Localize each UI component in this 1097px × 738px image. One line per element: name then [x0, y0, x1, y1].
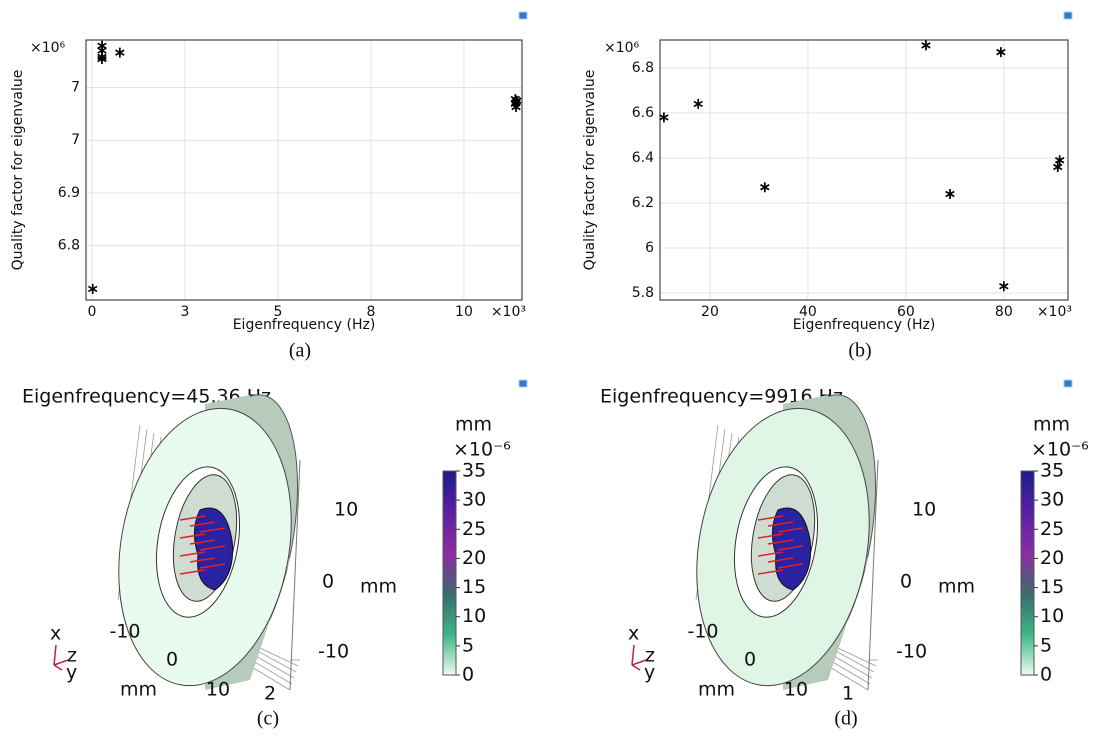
z-tick-label: 0	[322, 571, 334, 593]
x-scale-label: ×10³	[1037, 304, 1072, 320]
z-tick-label: 0	[900, 571, 912, 593]
x-tick-label: 10	[784, 679, 808, 701]
data-point	[946, 189, 955, 199]
caption: (b)	[848, 340, 871, 362]
y-tick-label: 6.2	[632, 195, 654, 211]
x-tick-label: 80	[995, 304, 1013, 320]
caption: (d)	[834, 708, 857, 730]
colorbar-tick-label: 15	[1040, 576, 1064, 598]
colorbar-tick-label: 35	[1040, 460, 1064, 482]
x-tick-label: -10	[687, 621, 718, 643]
depth-tick-label: 2	[264, 683, 276, 705]
x-tick-label: 0	[166, 649, 178, 671]
axis-unit: mm	[698, 679, 735, 701]
caption: (a)	[289, 340, 311, 362]
triad-label: x	[628, 623, 639, 645]
colorbar-tick-label: 5	[462, 634, 474, 656]
colorbar-tick-label: 10	[1040, 605, 1064, 627]
colorbar-tick-label: 30	[1040, 489, 1064, 511]
y-scale-label: ×10⁶	[30, 40, 66, 56]
y-tick-label: 6.6	[632, 105, 654, 121]
y-tick-label: 7	[71, 79, 80, 95]
box-line	[838, 648, 876, 666]
y-tick-label: 6.8	[58, 238, 80, 254]
y-tick-label: 6.4	[632, 150, 654, 166]
colorbar-tick-label: 0	[1040, 664, 1052, 686]
y-tick-label: 6.9	[58, 185, 80, 201]
colorbar-unit: mm	[1033, 414, 1070, 436]
x-tick-label: 10	[455, 304, 473, 320]
data-point	[660, 112, 669, 122]
box-line	[260, 648, 298, 666]
colorbar-tick-label: 20	[1040, 547, 1064, 569]
z-tick-label: 10	[334, 499, 358, 521]
data-point	[761, 182, 770, 192]
colorbar-tick-label: 15	[462, 576, 486, 598]
plot-frame	[86, 40, 522, 300]
data-point	[1055, 155, 1064, 165]
x-tick-label: 20	[701, 304, 719, 320]
x-axis-label: Eigenfrequency (Hz)	[233, 317, 376, 333]
x-tick-label: 0	[744, 649, 756, 671]
y-scale-label: ×10⁶	[604, 40, 640, 56]
plot-frame	[660, 40, 1068, 300]
x-scale-label: ×10³	[491, 304, 526, 320]
x-tick-label: 0	[87, 304, 96, 320]
colorbar-tick-label: 5	[1040, 634, 1052, 656]
z-tick-label: -10	[318, 641, 349, 663]
colorbar	[443, 471, 456, 675]
y-tick-label: 5.8	[632, 285, 654, 301]
colorbar-tick-label: 35	[462, 460, 486, 482]
data-point	[694, 99, 703, 109]
y-tick-label: 6.8	[632, 60, 654, 76]
caption: (c)	[257, 708, 279, 730]
figure: 0358106.86.977Eigenfrequency (Hz)×10³×10…	[0, 0, 1097, 738]
data-point	[88, 284, 97, 294]
colorbar-tick-label: 0	[462, 664, 474, 686]
x-axis-label: Eigenfrequency (Hz)	[793, 317, 936, 333]
data-point	[116, 48, 125, 58]
y-tick-label: 6	[645, 240, 654, 256]
triad-label: y	[644, 662, 655, 684]
z-tick-label: -10	[896, 641, 927, 663]
triad-label: y	[66, 662, 77, 684]
colorbar-tick-label: 25	[1040, 518, 1064, 540]
data-point	[1000, 281, 1009, 291]
data-point	[1053, 162, 1062, 172]
x-tick-label: 10	[206, 679, 230, 701]
colorbar-tick-label: 25	[462, 518, 486, 540]
colorbar-tick-label: 20	[462, 547, 486, 569]
data-point	[922, 40, 931, 50]
axis-unit: mm	[120, 679, 157, 701]
colorbar-unit: mm	[455, 414, 492, 436]
colorbar	[1021, 471, 1034, 675]
colorbar-tick-label: 10	[462, 605, 486, 627]
y-axis-label: Quality factor for eigenvalue	[10, 70, 26, 271]
axis-unit: mm	[938, 576, 975, 598]
y-tick-label: 7	[71, 132, 80, 148]
depth-tick-label: 1	[842, 683, 854, 705]
y-axis-label: Quality factor for eigenvalue	[582, 70, 598, 271]
colorbar-scale: ×10⁻⁶	[453, 439, 511, 461]
triad-label: x	[50, 623, 61, 645]
colorbar-tick-label: 30	[462, 489, 486, 511]
colorbar-scale: ×10⁻⁶	[1031, 439, 1089, 461]
z-tick-label: 10	[912, 499, 936, 521]
x-tick-label: -10	[109, 621, 140, 643]
axis-unit: mm	[360, 576, 397, 598]
x-tick-label: 3	[180, 304, 189, 320]
